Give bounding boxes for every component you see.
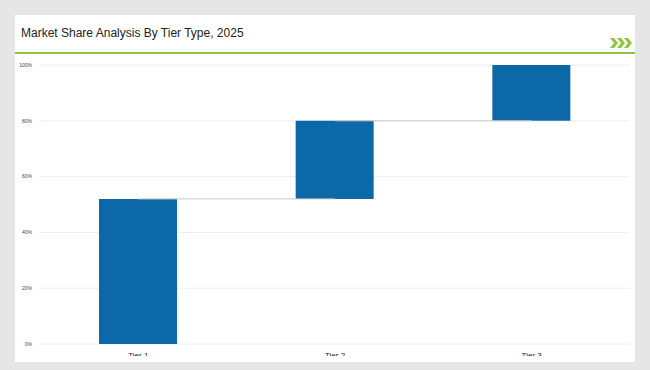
svg-text:100%: 100% bbox=[19, 62, 32, 68]
svg-text:80%: 80% bbox=[22, 118, 33, 124]
svg-text:40%: 40% bbox=[22, 229, 33, 235]
svg-text:0%: 0% bbox=[25, 341, 33, 347]
svg-text:Tier 1: Tier 1 bbox=[128, 351, 149, 356]
html-text:Market Share Analysis By Tier: Market Share Analysis By Tier Type, 2025 bbox=[21, 26, 244, 40]
svg-text:60%: 60% bbox=[22, 173, 33, 179]
svg-text:20%: 20% bbox=[22, 285, 33, 291]
svg-text:Tier 2: Tier 2 bbox=[325, 351, 346, 356]
svg-text:Tier 3: Tier 3 bbox=[522, 351, 543, 356]
